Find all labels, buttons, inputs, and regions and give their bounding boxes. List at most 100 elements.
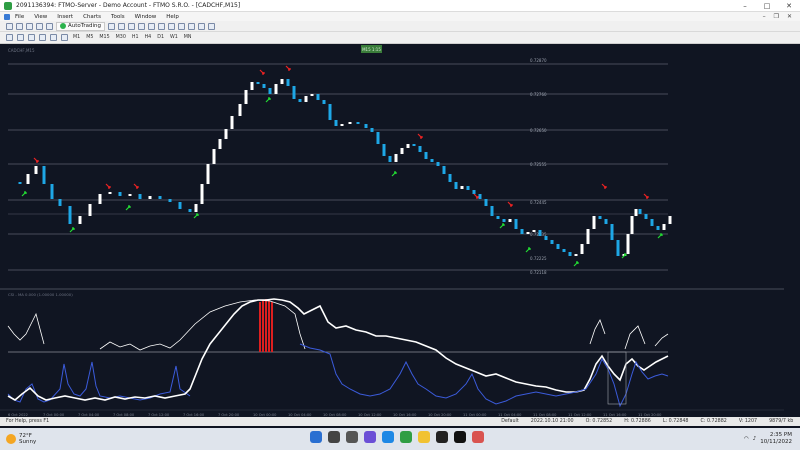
candle [526, 232, 530, 234]
notion-icon[interactable] [436, 431, 448, 443]
price-chart[interactable]: 0.72870 0.72760 0.72650 0.72555 0.72445 … [0, 44, 800, 417]
indicators-icon[interactable] [187, 22, 195, 30]
candle [268, 88, 272, 94]
maximize-button[interactable]: □ [763, 1, 771, 10]
terminal-icon[interactable] [454, 431, 466, 443]
task-view-icon[interactable] [346, 431, 358, 443]
candle [490, 206, 494, 216]
autoscroll-icon[interactable] [177, 22, 185, 30]
minimize-button[interactable]: – [743, 1, 747, 10]
candle [364, 124, 368, 128]
timeframe-m30[interactable]: M30 [115, 35, 126, 40]
mdi-close-button[interactable]: ✕ [786, 13, 792, 20]
app-icon-red[interactable] [472, 431, 484, 443]
file-explorer-icon[interactable] [418, 431, 430, 443]
time-label: 11 Oct 04:00 [498, 413, 522, 417]
candle [200, 184, 204, 204]
market-watch-icon[interactable] [26, 22, 33, 30]
indicator-thin-white-line [99, 299, 306, 351]
candle [610, 224, 614, 240]
autotrading-button[interactable]: AutoTrading [56, 21, 105, 31]
candle [502, 219, 506, 222]
timeframe-mn[interactable]: MN [183, 35, 192, 40]
candle [442, 166, 446, 174]
timeframe-m15[interactable]: M15 [99, 35, 110, 40]
cursor-icon[interactable] [6, 34, 13, 41]
status-close: C: 0.72882 [700, 419, 727, 424]
buy-arrow [499, 223, 505, 229]
candle [562, 249, 566, 252]
clock-time: 2:35 PM [769, 432, 792, 438]
trendline-icon[interactable] [50, 34, 57, 41]
weather-widget[interactable]: 72°F Sunny [0, 433, 36, 445]
time-label: 7 Oct 00:00 [43, 413, 65, 417]
mdi-minimize-button[interactable]: – [762, 13, 766, 20]
menu-window[interactable]: Window [134, 13, 157, 20]
wifi-icon[interactable]: ◠ [743, 436, 749, 442]
status-bar: For Help, press F1 Default 2022.10.10 21… [0, 417, 800, 426]
new-chart-icon[interactable] [6, 22, 13, 30]
chat-icon[interactable] [364, 431, 376, 443]
candle [668, 216, 672, 224]
timeframe-h1[interactable]: H1 [131, 35, 139, 40]
candle [230, 116, 234, 129]
zoom-out-icon[interactable] [147, 22, 155, 30]
line-chart-icon[interactable] [127, 22, 135, 30]
candle [400, 148, 404, 154]
zoom-in-icon[interactable] [137, 22, 145, 30]
time-label: 10 Oct 12:00 [358, 413, 382, 417]
candle [616, 240, 620, 256]
clock[interactable]: 2:35 PM 10/11/2022 [760, 432, 792, 446]
data-window-icon[interactable] [36, 22, 43, 30]
timeframe-m5[interactable]: M5 [86, 35, 94, 40]
time-label: 7 Oct 16:00 [183, 413, 205, 417]
tile-windows-icon[interactable] [157, 22, 165, 30]
vertical-line-icon[interactable] [28, 34, 35, 41]
periods-icon[interactable] [197, 22, 205, 30]
indicator-blue-line [7, 361, 191, 403]
sell-arrow [643, 193, 649, 199]
templates-icon[interactable] [207, 22, 215, 30]
horizontal-line-icon[interactable] [39, 34, 46, 41]
candle [376, 132, 380, 144]
mdi-restore-button[interactable]: ❐ [773, 13, 779, 20]
navigator-icon[interactable] [46, 22, 53, 30]
menu-file[interactable]: File [15, 13, 25, 20]
menu-tools[interactable]: Tools [111, 13, 125, 20]
time-label: 6 Oct 2022 [8, 413, 28, 417]
candle [662, 224, 666, 230]
menu-view[interactable]: View [34, 13, 48, 20]
sell-arrow [507, 201, 513, 207]
sell-arrow [473, 193, 479, 199]
timeframe-h4[interactable]: H4 [144, 35, 152, 40]
candle [88, 204, 92, 216]
profiles-icon[interactable] [16, 22, 23, 30]
start-icon[interactable] [310, 431, 322, 443]
buy-arrow [657, 233, 663, 239]
timeframe-w1[interactable]: W1 [170, 35, 178, 40]
search-icon[interactable] [328, 431, 340, 443]
chart-shift-icon[interactable] [167, 22, 175, 30]
indicator-blue-line [299, 343, 669, 408]
mt4-taskbar-icon[interactable] [400, 431, 412, 443]
edge-icon[interactable] [382, 431, 394, 443]
volume-icon[interactable]: ♪ [752, 436, 757, 442]
candlestick-icon[interactable] [117, 22, 125, 30]
timeframe-m1[interactable]: M1 [73, 35, 81, 40]
menu-insert[interactable]: Insert [57, 13, 74, 20]
menu-help[interactable]: Help [166, 13, 179, 20]
buy-arrow [573, 261, 579, 267]
candle [188, 209, 192, 212]
candle [448, 174, 452, 182]
price-label: 0.72445 [530, 200, 547, 205]
buy-arrow [125, 205, 131, 211]
histogram-bar [271, 302, 273, 352]
candle [568, 252, 572, 256]
bar-chart-icon[interactable] [107, 22, 115, 30]
crosshair-icon[interactable] [17, 34, 24, 41]
menu-charts[interactable]: Charts [83, 13, 102, 20]
chart-window[interactable]: 0.72870 0.72760 0.72650 0.72555 0.72445 … [0, 44, 800, 417]
close-button[interactable]: ✕ [786, 1, 792, 10]
text-tool-icon[interactable] [61, 34, 68, 41]
timeframe-d1[interactable]: D1 [157, 35, 164, 40]
